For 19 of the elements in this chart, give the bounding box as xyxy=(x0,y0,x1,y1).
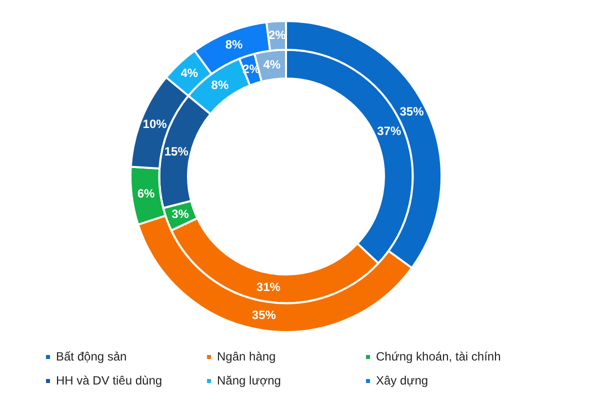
legend-label: Xây dựng xyxy=(376,373,428,388)
data-label: 35% xyxy=(252,308,276,322)
legend-label: Bất động sản xyxy=(56,349,127,364)
legend-label: Năng lượng xyxy=(217,373,281,388)
data-label: 35% xyxy=(400,104,424,119)
data-label: 3% xyxy=(172,206,190,221)
data-label: 10% xyxy=(142,116,168,131)
data-label: 37% xyxy=(377,124,402,138)
data-label: 4% xyxy=(180,66,198,80)
data-label: 4% xyxy=(263,57,281,72)
data-label: 31% xyxy=(256,280,281,294)
data-label: 8% xyxy=(211,78,229,92)
legend-label: Chứng khoán, tài chính xyxy=(376,349,501,364)
data-label: 15% xyxy=(164,144,189,158)
data-label: 8% xyxy=(225,38,244,52)
legend-label: HH và DV tiêu dùng xyxy=(56,373,162,388)
data-label: 2% xyxy=(268,28,286,42)
legend-label: Ngân hàng xyxy=(217,349,276,364)
data-label: 6% xyxy=(137,186,155,200)
